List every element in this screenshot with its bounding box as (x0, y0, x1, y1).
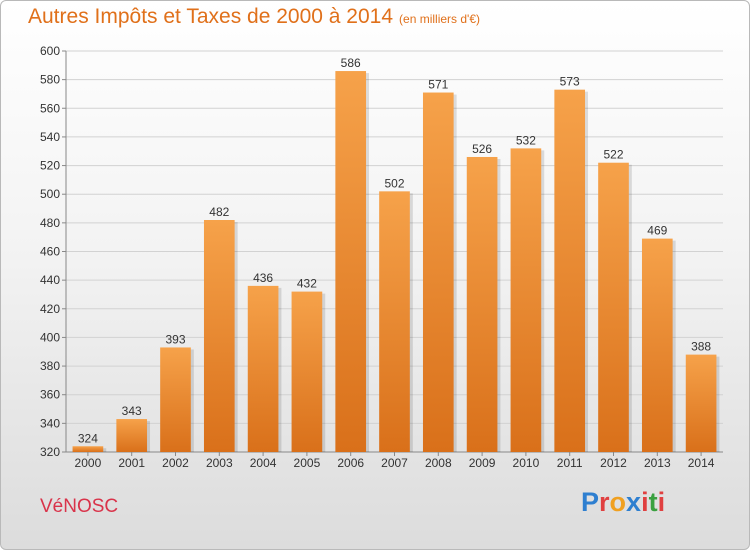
y-tick-label: 320 (40, 445, 60, 459)
x-tick-label: 2008 (425, 456, 452, 470)
bar (203, 219, 235, 452)
bar (685, 354, 717, 452)
bar (160, 347, 191, 452)
logo-letter: t (648, 487, 658, 517)
value-label: 532 (516, 133, 536, 147)
commune-name: VéNOSC (40, 496, 119, 517)
value-label: 393 (165, 332, 185, 346)
y-tick-label: 460 (40, 245, 60, 259)
bar (291, 291, 323, 452)
logo-letter: P (581, 487, 600, 517)
bar (554, 89, 586, 453)
x-tick-label: 2010 (513, 456, 540, 470)
x-tick-label: 2014 (688, 456, 715, 470)
value-label: 573 (560, 75, 580, 89)
x-tick-label: 2000 (75, 456, 102, 470)
logo-letter: i (641, 487, 649, 517)
bar (422, 92, 454, 453)
bar (335, 71, 367, 453)
value-label: 388 (691, 340, 711, 354)
bar (641, 238, 673, 452)
chart-title: Autres Impôts et Taxes de 2000 à 2014 (en… (28, 5, 480, 29)
logo-letter: r (599, 487, 610, 517)
value-label: 432 (297, 277, 317, 291)
x-tick-label: 2005 (294, 456, 321, 470)
x-tick-label: 2002 (162, 456, 189, 470)
y-tick-label: 600 (40, 44, 60, 58)
value-label: 482 (209, 205, 229, 219)
x-tick-label: 2003 (206, 456, 233, 470)
logo-letter: o (609, 487, 627, 517)
y-tick-label: 340 (40, 416, 60, 430)
bar (598, 162, 629, 452)
proxiti-logo: Proxiti (581, 487, 665, 518)
x-tick-label: 2009 (469, 456, 496, 470)
logo-letter: i (657, 487, 666, 517)
value-label: 469 (647, 224, 667, 238)
x-tick-label: 2007 (381, 456, 408, 470)
chart-title-main: Autres Impôts et Taxes de 2000 à 2014 (28, 5, 394, 28)
logo-letter: x (626, 487, 642, 517)
bar (116, 419, 148, 452)
y-tick-label: 480 (40, 216, 60, 230)
y-tick-label: 420 (40, 302, 60, 316)
y-tick-label: 540 (40, 130, 60, 144)
y-tick-label: 580 (40, 73, 60, 87)
bar (72, 446, 104, 452)
y-tick-label: 560 (40, 101, 60, 115)
x-tick-label: 2004 (250, 456, 277, 470)
y-tick-label: 360 (40, 388, 60, 402)
y-tick-label: 440 (40, 273, 60, 287)
x-tick-label: 2013 (644, 456, 671, 470)
x-tick-label: 2011 (557, 456, 583, 470)
value-label: 522 (603, 148, 623, 162)
y-tick-label: 400 (40, 330, 60, 344)
x-tick-label: 2001 (118, 456, 145, 470)
bar (510, 148, 542, 452)
x-tick-label: 2012 (600, 456, 627, 470)
y-tick-label: 520 (40, 159, 60, 173)
bar (379, 191, 410, 452)
chart-subtitle: (en milliers d'€) (399, 12, 481, 26)
value-label: 436 (253, 271, 273, 285)
value-label: 343 (122, 404, 142, 418)
value-label: 324 (78, 431, 98, 445)
value-label: 571 (428, 78, 448, 92)
value-label: 502 (384, 176, 404, 190)
bar (247, 285, 279, 452)
value-label: 526 (472, 142, 492, 156)
x-tick-label: 2006 (337, 456, 364, 470)
y-tick-label: 380 (40, 359, 60, 373)
bar (466, 156, 498, 452)
y-tick-label: 500 (40, 187, 60, 201)
value-label: 586 (341, 56, 361, 70)
